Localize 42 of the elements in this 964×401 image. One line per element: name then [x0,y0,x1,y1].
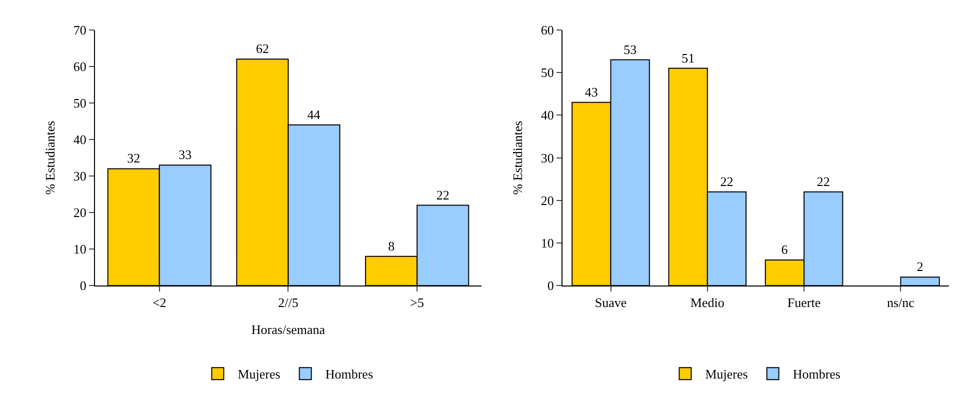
data-label: 22 [720,174,734,189]
y-axis-title: % Estudiantes [42,120,58,195]
data-label: 22 [816,174,830,189]
y-tick-label: 10 [73,242,86,257]
y-tick-label: 0 [80,278,86,294]
x-tick-label: Medio [690,295,724,310]
data-label: 44 [307,106,321,122]
data-label: 43 [584,84,598,100]
y-tick-label: 40 [540,108,554,123]
data-label: 53 [624,42,637,57]
legend-label: Hombres [792,366,840,382]
y-tick-label: 0 [547,278,554,294]
y-tick-label: 60 [540,22,554,38]
legend-label: Hombres [325,366,374,382]
y-axis-title: % Estudiantes [510,120,525,195]
data-label: 32 [127,150,140,166]
data-label: 22 [436,187,450,202]
legend-label: Mujeres [238,366,280,382]
x-tick-label: Suave [594,295,627,310]
y-tick-label: 20 [540,192,554,208]
data-label: 8 [388,238,395,254]
y-tick-label: 20 [73,205,86,220]
data-label: 33 [178,147,192,162]
x-tick-label: ns/nc [886,295,915,310]
y-tick-label: 60 [73,59,86,74]
y-tick-label: 30 [73,168,86,184]
x-axis-title: Horas/semana [251,322,326,337]
data-label: 2 [916,259,924,274]
y-tick-label: 40 [73,132,86,148]
y-tick-label: 30 [540,150,554,166]
legend-label: Mujeres [705,366,748,382]
x-tick-label: <2 [152,295,166,310]
x-tick-label: 2//5 [278,295,298,310]
y-tick-label: 70 [73,22,86,38]
data-label: 6 [781,242,788,258]
y-tick-label: 50 [73,96,86,111]
x-tick-label: Fuerte [787,295,821,310]
y-tick-label: 10 [540,236,554,251]
y-tick-label: 50 [540,65,554,80]
data-label: 62 [256,41,269,56]
x-tick-label: >5 [410,295,424,310]
data-label: 51 [682,50,695,66]
